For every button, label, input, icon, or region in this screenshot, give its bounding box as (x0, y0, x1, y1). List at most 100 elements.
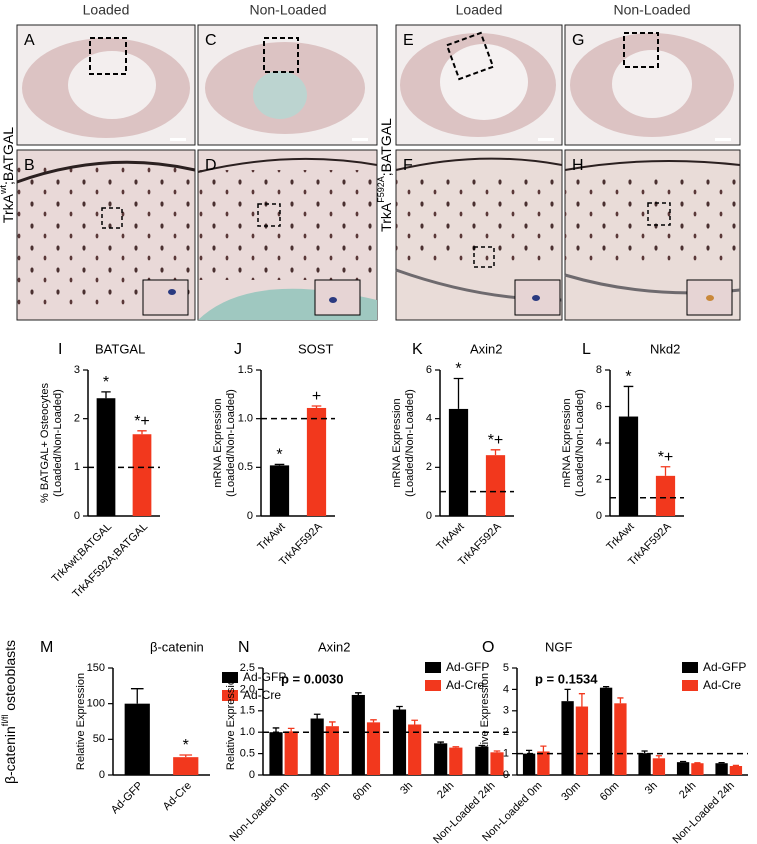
y-tick-label: 5 (503, 662, 509, 674)
y-tick-label: 1 (74, 461, 80, 473)
y-axis-label: mRNA Expression (212, 398, 224, 487)
row-label-sup: wt (0, 185, 8, 195)
y-tick-label: 2.5 (240, 662, 255, 674)
bar-label: * (455, 361, 461, 378)
bar (173, 757, 199, 775)
marrow (612, 50, 692, 118)
y-tick-label: 0 (247, 510, 253, 522)
roi-box (263, 37, 299, 73)
error-bar (329, 721, 336, 727)
micrograph (197, 24, 378, 146)
bar (561, 701, 574, 775)
bar (306, 407, 327, 516)
y-tick-label: 150 (87, 662, 105, 674)
error-bar (564, 688, 571, 702)
cells (396, 175, 562, 265)
bar (614, 703, 627, 775)
y-tick-label: 2 (426, 461, 432, 473)
y-tick-label: 4 (596, 437, 602, 449)
legend-label: Ad-GFP (703, 660, 746, 674)
y-tick-label: 0 (503, 769, 509, 781)
x-tick-label: TrkAwt (255, 521, 287, 553)
roi-box (445, 31, 495, 81)
y-tick-label: 100 (87, 698, 105, 710)
bar (449, 747, 463, 775)
bar (448, 408, 469, 516)
error-bar (641, 750, 648, 754)
y-axis-label: mRNA Expression (561, 398, 573, 487)
x-tick-label: Ad-Cre (161, 780, 194, 813)
bone-edge (395, 157, 563, 171)
x-tick-label: 24h (677, 780, 698, 801)
error-bar (453, 377, 464, 409)
micrograph (564, 24, 741, 146)
y-tick-label: 2 (503, 726, 509, 738)
bar (618, 416, 639, 516)
legend-swatch (682, 680, 698, 691)
y-tick-label: 1.0 (238, 413, 253, 425)
row-label-sup: fl/fl (0, 715, 10, 727)
y-tick-label: 4 (426, 413, 432, 425)
column-label: Loaded (83, 2, 130, 18)
y-axis-label: mRNA Expression (391, 398, 403, 487)
inset-cell (329, 297, 337, 303)
row-label-text: TrkA (378, 202, 394, 232)
panel-letter: L (582, 341, 591, 358)
legend-swatch (425, 662, 441, 673)
inset (142, 279, 189, 316)
row-label-text: osteoblasts (2, 640, 18, 715)
y-tick-label: 1.0 (240, 726, 255, 738)
y-tick-label: 3 (74, 364, 80, 376)
y-tick-label: 1.5 (240, 705, 255, 717)
row-label: β-cateninfl/fl osteoblasts (0, 640, 17, 784)
chart-title: Nkd2 (650, 341, 680, 356)
panel-letter: G (572, 32, 584, 49)
y-axis-label: (Loaded/Non-Loaded) (52, 389, 64, 497)
y-tick-label: 2.0 (240, 683, 255, 695)
legend-label: Ad-GFP (243, 670, 286, 684)
bone-edge (564, 160, 741, 171)
bar (729, 766, 743, 775)
bar (434, 743, 448, 775)
panel-letter: F (403, 157, 413, 174)
x-tick-label: 24h (435, 780, 456, 801)
x-tick-label: 30m (309, 780, 333, 804)
panel-letter: A (24, 32, 35, 49)
y-tick-label: 0 (74, 510, 80, 522)
x-tick-label: TrkAwt (604, 521, 636, 553)
panel-letter: H (572, 157, 584, 174)
y-tick-label: 6 (596, 400, 602, 412)
bar-label: * (625, 369, 631, 386)
bar (676, 762, 690, 775)
error-bar (355, 692, 362, 695)
chart-title: SOST (298, 341, 333, 356)
error-bar (493, 750, 501, 753)
error-bar (130, 688, 144, 704)
panel-letter: J (234, 341, 242, 358)
error-bar (101, 391, 111, 399)
panel-letter: O (482, 639, 494, 656)
marrow (253, 71, 307, 119)
bar (537, 751, 550, 775)
column-label: Non-Loaded (613, 2, 690, 18)
bar (652, 758, 666, 775)
error-bar (370, 719, 377, 723)
roi-box (623, 32, 659, 68)
error-bar (732, 764, 739, 767)
row-label-text: β-catenin (2, 726, 18, 784)
error-bar (478, 744, 486, 747)
panel-letter: C (205, 32, 217, 49)
column-label: Non-Loaded (249, 2, 326, 18)
marrow (440, 44, 528, 120)
y-tick-label: 0 (426, 510, 432, 522)
micrograph (16, 149, 196, 321)
bar (691, 763, 704, 775)
y-axis-label: Relative Expression (225, 673, 237, 770)
bar (490, 752, 504, 775)
error-bar (655, 755, 662, 759)
bar (475, 746, 489, 775)
y-tick-label: 0.5 (238, 461, 253, 473)
error-bar (437, 741, 444, 744)
y-tick-label: 3 (503, 705, 509, 717)
